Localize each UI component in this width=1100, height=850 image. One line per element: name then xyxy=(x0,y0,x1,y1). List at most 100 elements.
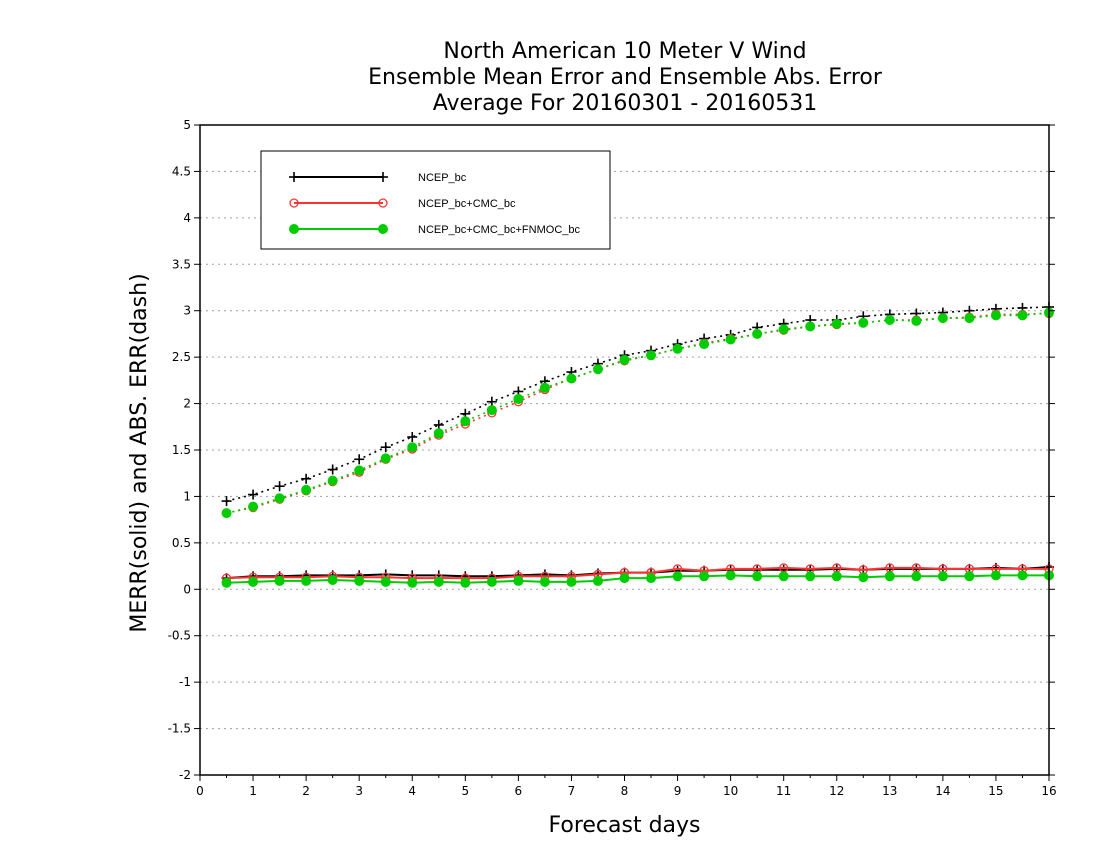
y-tick-label: 1.5 xyxy=(172,443,191,457)
x-tick-label: 12 xyxy=(829,784,844,798)
series-2 xyxy=(221,308,1054,583)
data-point-merr xyxy=(990,570,1001,581)
data-point-merr xyxy=(672,571,683,582)
data-point-merr xyxy=(964,571,975,582)
y-tick-label: -2 xyxy=(179,768,191,782)
x-tick-label: 15 xyxy=(988,784,1003,798)
y-tick-label: 2.5 xyxy=(172,350,191,364)
data-point-merr xyxy=(646,573,657,584)
x-tick-label: 8 xyxy=(621,784,629,798)
legend-marker xyxy=(378,224,388,234)
data-point-abs-err xyxy=(486,405,497,416)
data-point-abs-err xyxy=(884,315,895,325)
x-tick-label: 5 xyxy=(461,784,469,798)
data-point-abs-err xyxy=(539,382,550,393)
title-line-2: Ensemble Mean Error and Ensemble Abs. Er… xyxy=(368,65,883,90)
legend-box xyxy=(260,150,611,250)
x-tick-label: 16 xyxy=(1041,784,1056,798)
data-point-merr xyxy=(699,571,710,582)
y-tick-label: 3 xyxy=(183,304,191,318)
data-point-abs-err xyxy=(592,364,603,375)
title-line-3: Average For 20160301 - 20160531 xyxy=(433,91,818,116)
series-group xyxy=(221,302,1054,588)
data-point-abs-err xyxy=(911,315,922,326)
data-point-abs-err xyxy=(513,393,524,404)
data-point-abs-err xyxy=(407,442,418,453)
data-point-abs-err xyxy=(566,373,577,384)
data-point-abs-err xyxy=(380,453,391,464)
x-tick-label: 11 xyxy=(776,784,791,798)
data-point-abs-err xyxy=(301,473,312,484)
data-point-abs-err xyxy=(858,317,869,328)
data-point-abs-err xyxy=(831,318,842,329)
data-point-abs-err xyxy=(805,321,816,332)
data-point-merr xyxy=(380,576,391,587)
data-point-abs-err xyxy=(433,428,444,439)
legend-marker xyxy=(289,224,299,234)
y-tick-label: -1 xyxy=(179,675,191,689)
data-point-abs-err xyxy=(778,324,789,335)
data-point-abs-err xyxy=(646,350,657,361)
y-tick-label: 5 xyxy=(183,118,191,132)
x-tick-label: 4 xyxy=(408,784,416,798)
x-tick-label: 6 xyxy=(515,784,523,798)
data-point-merr xyxy=(539,576,550,587)
data-point-merr xyxy=(805,571,816,582)
y-tick-label: 2 xyxy=(183,397,191,411)
data-point-abs-err xyxy=(619,354,630,365)
data-point-merr xyxy=(221,577,232,588)
series-line-abs-err xyxy=(226,311,1050,514)
grid-lines xyxy=(200,170,1049,730)
legend-label: NCEP_bc+CMC_bc+FNMOC_bc xyxy=(418,224,580,236)
data-point-abs-err xyxy=(1017,310,1028,321)
data-point-abs-err xyxy=(486,396,497,407)
series-line-abs-err xyxy=(226,306,1050,502)
series-3 xyxy=(221,307,1054,588)
data-point-merr xyxy=(752,571,763,582)
data-point-abs-err xyxy=(221,496,232,507)
data-point-merr xyxy=(725,570,736,581)
y-axis-label: MERR(solid) and ABS. ERR(dash) xyxy=(127,273,152,632)
data-point-abs-err xyxy=(301,484,312,495)
x-tick-label: 2 xyxy=(302,784,310,798)
data-point-merr xyxy=(1017,570,1028,581)
y-tick-label: -1.5 xyxy=(168,722,191,736)
data-point-abs-err xyxy=(248,501,259,512)
title-line-1: North American 10 Meter V Wind xyxy=(443,39,806,64)
y-tick-label: 4.5 xyxy=(172,164,191,178)
data-point-merr xyxy=(354,575,365,586)
data-point-merr xyxy=(858,572,869,583)
legend-marker xyxy=(289,172,299,182)
legend-label: NCEP_bc xyxy=(418,172,467,184)
data-point-merr xyxy=(513,575,524,586)
data-point-merr xyxy=(831,571,842,582)
y-axis-ticks: -2 -1.5 -1 -0.5 0 0.5 1 1.5 2 2.5 3 3.5 4 4.5 5 xyxy=(168,118,1055,782)
x-tick-label: 0 xyxy=(196,784,204,798)
x-tick-label: 13 xyxy=(882,784,897,798)
data-point-merr xyxy=(884,571,895,582)
series-line-abs-err xyxy=(226,312,1050,514)
x-axis-ticks: 0 1 2 3 4 5 6 7 8 9 10 11 12 13 14 15 16 xyxy=(196,775,1057,798)
data-point-abs-err xyxy=(354,454,365,465)
data-point-merr xyxy=(327,575,338,585)
data-point-abs-err xyxy=(752,328,763,339)
series-1 xyxy=(221,302,1054,584)
data-point-abs-err xyxy=(725,334,736,345)
y-tick-label: -0.5 xyxy=(168,629,191,643)
x-axis-label: Forecast days xyxy=(548,813,700,838)
data-point-merr xyxy=(566,576,577,587)
data-point-merr xyxy=(778,571,789,582)
data-point-abs-err xyxy=(327,475,338,486)
legend-marker xyxy=(289,198,299,208)
data-point-merr xyxy=(274,575,285,586)
y-tick-label: 1 xyxy=(183,489,191,503)
x-tick-label: 7 xyxy=(568,784,576,798)
data-point-abs-err xyxy=(990,310,1001,321)
data-point-merr xyxy=(248,576,259,587)
y-tick-label: 3.5 xyxy=(172,257,191,271)
legend-label: NCEP_bc+CMC_bc xyxy=(418,198,516,210)
data-point-merr xyxy=(911,571,922,582)
data-point-merr xyxy=(301,575,312,586)
legend-marker xyxy=(378,198,388,208)
